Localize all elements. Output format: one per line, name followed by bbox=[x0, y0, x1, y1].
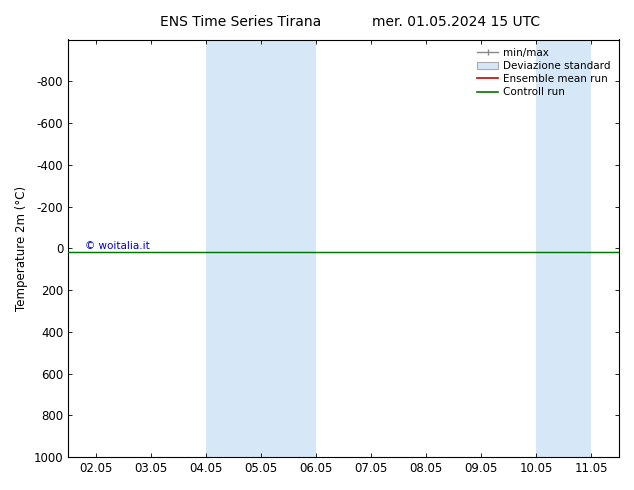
Text: © woitalia.it: © woitalia.it bbox=[84, 241, 150, 251]
Text: mer. 01.05.2024 15 UTC: mer. 01.05.2024 15 UTC bbox=[372, 15, 541, 29]
Y-axis label: Temperature 2m (°C): Temperature 2m (°C) bbox=[15, 186, 28, 311]
Text: ENS Time Series Tirana: ENS Time Series Tirana bbox=[160, 15, 321, 29]
Bar bbox=[536, 40, 592, 457]
Legend: min/max, Deviazione standard, Ensemble mean run, Controll run: min/max, Deviazione standard, Ensemble m… bbox=[474, 45, 614, 100]
Bar bbox=[206, 40, 316, 457]
